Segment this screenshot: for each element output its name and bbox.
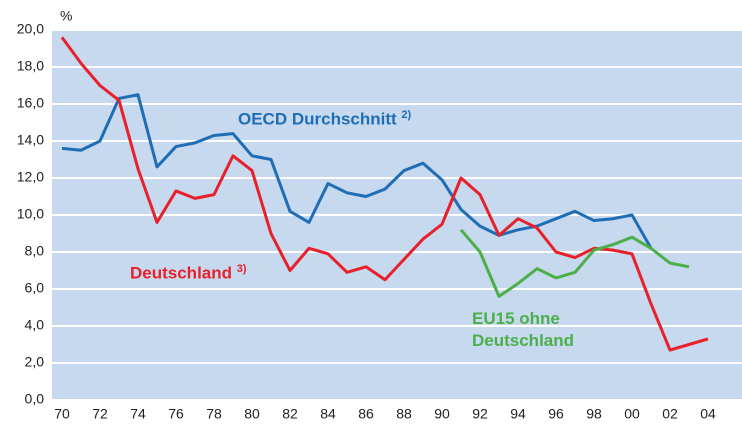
y-tick-label: 4,0 bbox=[25, 317, 45, 333]
y-tick-label: 10,0 bbox=[17, 206, 44, 222]
x-tick-label: 00 bbox=[624, 406, 640, 422]
y-tick-label: 0,0 bbox=[25, 391, 45, 407]
series-name: OECD Durchschnitt bbox=[238, 109, 397, 129]
x-tick-label: 76 bbox=[168, 406, 184, 422]
x-tick-label: 02 bbox=[662, 406, 678, 422]
y-tick-label: 16,0 bbox=[17, 95, 44, 111]
series-line bbox=[459, 228, 690, 298]
series-name: Deutschland bbox=[130, 263, 233, 283]
series-note: 2) bbox=[401, 109, 412, 121]
x-tick-label: 90 bbox=[434, 406, 450, 422]
x-tick-label: 84 bbox=[320, 406, 336, 422]
y-tick-label: 18,0 bbox=[17, 58, 44, 74]
x-tick-label: 94 bbox=[510, 406, 526, 422]
series-line bbox=[61, 93, 653, 250]
x-tick-label: 88 bbox=[396, 406, 412, 422]
series-note: 3) bbox=[236, 263, 247, 275]
series-name: EU15 ohne Deutschland bbox=[472, 309, 575, 350]
series-label: OECD Durchschnitt 2) bbox=[238, 104, 498, 131]
y-tick-label: 20,0 bbox=[17, 21, 44, 37]
x-tick-label: 70 bbox=[54, 406, 70, 422]
x-tick-label: 80 bbox=[244, 406, 260, 422]
x-tick-label: 72 bbox=[92, 406, 108, 422]
series-label: Deutschland 3) bbox=[130, 258, 330, 285]
x-tick-label: 04 bbox=[700, 406, 716, 422]
y-tick-label: 12,0 bbox=[17, 169, 44, 185]
y-tick-label: 6,0 bbox=[25, 280, 45, 296]
y-tick-label: 14,0 bbox=[17, 132, 44, 148]
y-tick-label: 2,0 bbox=[25, 354, 45, 370]
x-tick-label: 98 bbox=[586, 406, 602, 422]
y-tick-label: 8,0 bbox=[25, 243, 45, 259]
x-tick-label: 74 bbox=[130, 406, 146, 422]
x-tick-label: 82 bbox=[282, 406, 298, 422]
y-unit: % bbox=[60, 8, 72, 24]
x-tick-label: 78 bbox=[206, 406, 222, 422]
series-label: EU15 ohne Deutschland bbox=[472, 308, 602, 352]
x-tick-label: 96 bbox=[548, 406, 564, 422]
x-tick-label: 92 bbox=[472, 406, 488, 422]
x-tick-label: 86 bbox=[358, 406, 374, 422]
